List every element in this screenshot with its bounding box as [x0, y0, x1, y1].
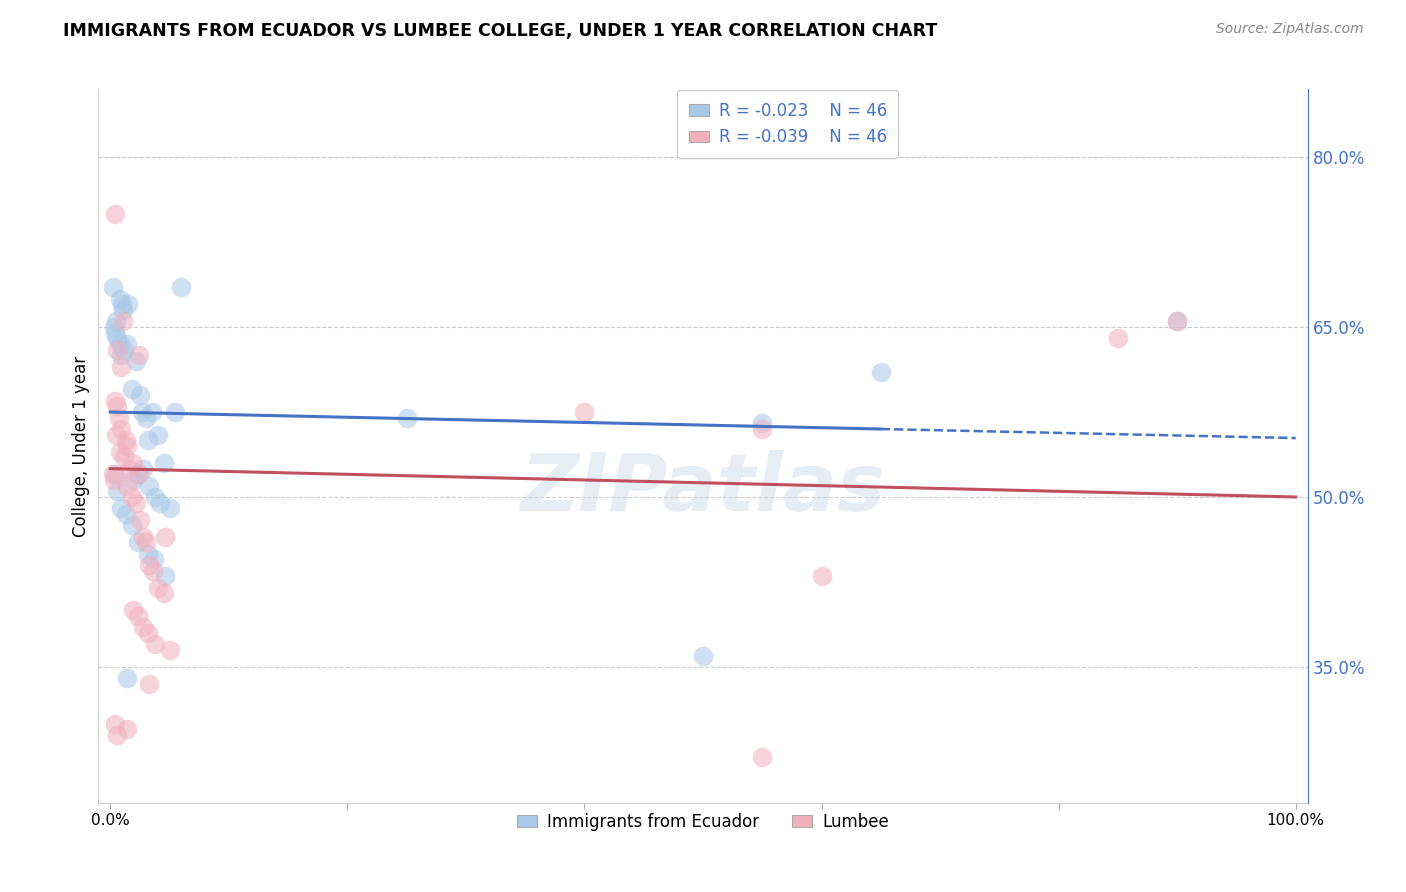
Point: [128, 348, 150, 362]
Point: [103, 320, 125, 334]
Point: [129, 388, 152, 402]
Point: [1166, 314, 1188, 328]
Point: [105, 343, 128, 357]
Point: [125, 495, 148, 509]
Point: [751, 417, 773, 431]
Point: [121, 456, 143, 470]
Point: [105, 331, 128, 345]
Point: [105, 427, 128, 442]
Point: [138, 558, 160, 572]
Point: [112, 303, 135, 318]
Point: [115, 722, 138, 736]
Point: [117, 297, 139, 311]
Point: [138, 677, 160, 691]
Point: [142, 564, 165, 578]
Point: [108, 337, 131, 351]
Point: [110, 501, 132, 516]
Point: [159, 501, 181, 516]
Point: [108, 444, 131, 458]
Point: [136, 547, 159, 561]
Point: [149, 495, 172, 509]
Point: [114, 507, 136, 521]
Point: [108, 292, 131, 306]
Point: [105, 400, 128, 414]
Point: [127, 535, 149, 549]
Point: [107, 410, 129, 425]
Point: [135, 410, 157, 425]
Text: IMMIGRANTS FROM ECUADOR VS LUMBEE COLLEGE, UNDER 1 YEAR CORRELATION CHART: IMMIGRANTS FROM ECUADOR VS LUMBEE COLLEG…: [63, 22, 938, 40]
Point: [105, 728, 128, 742]
Point: [121, 603, 143, 617]
Point: [132, 461, 155, 475]
Point: [129, 513, 152, 527]
Point: [1107, 331, 1129, 345]
Point: [114, 343, 136, 357]
Point: [101, 467, 124, 482]
Point: [128, 467, 150, 482]
Point: [111, 297, 134, 311]
Point: [115, 337, 138, 351]
Point: [125, 354, 148, 368]
Point: [105, 314, 128, 328]
Point: [143, 552, 166, 566]
Legend: Immigrants from Ecuador, Lumbee: Immigrants from Ecuador, Lumbee: [510, 806, 896, 838]
Point: [136, 626, 159, 640]
Point: [101, 280, 124, 294]
Point: [152, 586, 174, 600]
Point: [121, 490, 143, 504]
Point: [110, 348, 132, 362]
Point: [143, 637, 166, 651]
Point: [395, 410, 418, 425]
Point: [869, 365, 891, 379]
Point: [104, 207, 127, 221]
Point: [127, 467, 149, 482]
Y-axis label: College, Under 1 year: College, Under 1 year: [72, 355, 90, 537]
Point: [153, 530, 176, 544]
Point: [165, 405, 187, 419]
Text: Source: ZipAtlas.com: Source: ZipAtlas.com: [1216, 22, 1364, 37]
Point: [159, 643, 181, 657]
Point: [110, 422, 132, 436]
Point: [115, 439, 138, 453]
Point: [104, 393, 127, 408]
Point: [104, 467, 127, 482]
Point: [127, 608, 149, 623]
Point: [118, 461, 141, 475]
Point: [143, 490, 166, 504]
Point: [1166, 314, 1188, 328]
Point: [751, 422, 773, 436]
Point: [136, 434, 159, 448]
Point: [112, 314, 135, 328]
Point: [115, 671, 138, 685]
Point: [105, 484, 128, 499]
Point: [103, 473, 125, 487]
Point: [132, 530, 155, 544]
Point: [810, 569, 832, 583]
Point: [104, 326, 127, 340]
Point: [153, 569, 176, 583]
Point: [114, 450, 136, 465]
Point: [692, 648, 714, 663]
Point: [104, 716, 127, 731]
Point: [146, 427, 169, 442]
Point: [141, 405, 163, 419]
Point: [110, 359, 132, 374]
Point: [121, 383, 143, 397]
Point: [131, 405, 153, 419]
Point: [138, 478, 160, 492]
Point: [135, 535, 157, 549]
Point: [121, 473, 143, 487]
Point: [146, 581, 169, 595]
Point: [121, 518, 143, 533]
Point: [152, 456, 174, 470]
Point: [170, 280, 193, 294]
Point: [132, 620, 155, 634]
Text: ZIPatlas: ZIPatlas: [520, 450, 886, 528]
Point: [115, 478, 138, 492]
Point: [114, 434, 136, 448]
Point: [751, 750, 773, 764]
Point: [574, 405, 596, 419]
